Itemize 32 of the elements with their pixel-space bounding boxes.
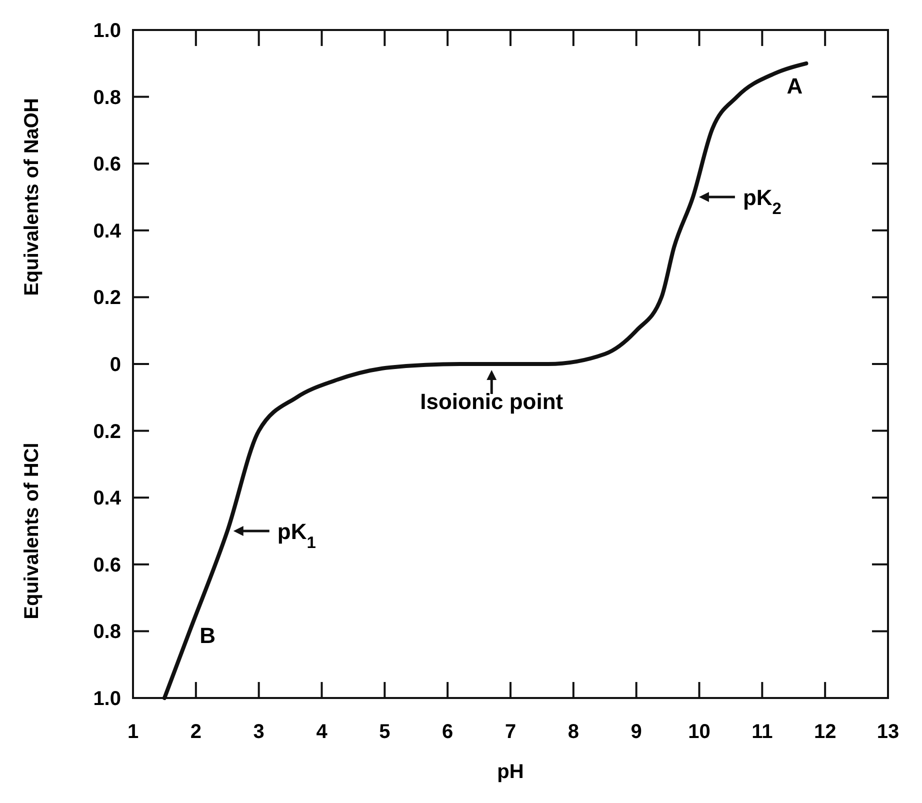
y-tick-label: 0.2 [93, 420, 121, 443]
y-tick-label: 0.2 [93, 287, 121, 310]
annotation: pK$_{1}$ [277, 519, 316, 552]
x-tick-label: 1 [127, 721, 139, 743]
x-tick-label: 9 [630, 721, 642, 743]
x-tick-label: 2 [190, 721, 202, 743]
y-tick-label: 1.0 [93, 688, 121, 710]
y-tick-label: 0.6 [93, 154, 121, 176]
annotation: A [786, 73, 803, 98]
x-tick-label: 4 [316, 721, 328, 743]
y-tick-label: 0.8 [93, 86, 121, 109]
text: Equivalents of HCl [21, 442, 43, 620]
annotation: B [200, 623, 216, 648]
x-tick-label: 7 [504, 721, 516, 743]
y-tick-label: 0.8 [93, 621, 121, 644]
x-tick-label: 3 [253, 721, 264, 743]
annotation: Isoionic point [420, 389, 564, 414]
y-tick-label: 0 [110, 354, 121, 376]
x-tick-label: 8 [568, 721, 579, 743]
annotation: pK$_{2}$ [742, 185, 782, 218]
y-tick-label: 0.4 [93, 488, 122, 510]
x-tick-label: 12 [814, 721, 836, 743]
x-tick-label: 6 [442, 721, 454, 743]
x-tick-label: 10 [688, 721, 710, 743]
y-tick-label: 0.6 [93, 554, 121, 576]
x-tick-label: 11 [752, 721, 773, 743]
y-axis-title: Equivalents of NaOH [21, 98, 43, 296]
y-tick-label: 0.4 [93, 220, 122, 242]
y-tick-label: 1.0 [93, 20, 121, 42]
x-axis-title: pH [497, 761, 524, 783]
x-tick-label: 13 [876, 721, 900, 743]
x-tick-label: 5 [379, 721, 390, 743]
